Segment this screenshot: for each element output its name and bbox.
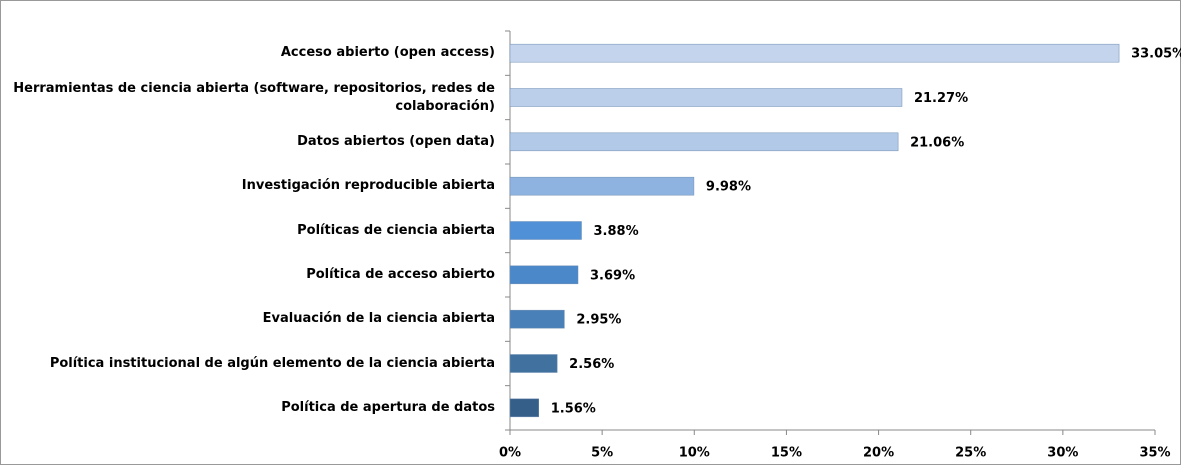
category-label: Acceso abierto (open access) <box>280 45 495 61</box>
x-tick-label: 5% <box>591 446 613 461</box>
value-label: 33.05% <box>1131 47 1181 62</box>
bar <box>509 88 903 107</box>
category-label: Política de acceso abierto <box>306 266 495 282</box>
category-label: Política de apertura de datos <box>281 399 495 415</box>
bar <box>509 354 558 373</box>
category-label: Política institucional de algún elemento… <box>49 355 495 371</box>
bar <box>509 265 579 285</box>
value-label: 2.56% <box>569 357 614 372</box>
x-tick-label: 10% <box>679 446 710 461</box>
x-tick-label: 25% <box>955 446 986 461</box>
category-label: Políticas de ciencia abierta <box>297 222 495 238</box>
bar <box>509 309 565 329</box>
bar <box>509 176 695 196</box>
x-tick-label: 20% <box>863 446 894 461</box>
value-label: 21.06% <box>910 135 964 150</box>
x-tick-label: 15% <box>771 446 802 461</box>
category-label: Datos abiertos (open data) <box>297 133 495 149</box>
value-label: 3.69% <box>590 268 635 283</box>
x-tick-label: 30% <box>1047 446 1078 461</box>
value-label: 2.95% <box>576 313 621 328</box>
bar <box>509 221 582 240</box>
bar <box>509 398 539 418</box>
value-label: 1.56% <box>551 401 596 416</box>
category-label: Herramientas de ciencia abierta (softwar… <box>13 80 495 114</box>
bar <box>509 132 899 152</box>
value-label: 21.27% <box>914 91 968 106</box>
category-label: Investigación reproducible abierta <box>241 178 495 194</box>
category-label: Evaluación de la ciencia abierta <box>262 311 495 327</box>
bar <box>509 43 1120 63</box>
x-tick-label: 0% <box>499 446 521 461</box>
value-label: 9.98% <box>706 180 751 195</box>
x-tick-label: 35% <box>1139 446 1170 461</box>
value-label: 3.88% <box>594 224 639 239</box>
